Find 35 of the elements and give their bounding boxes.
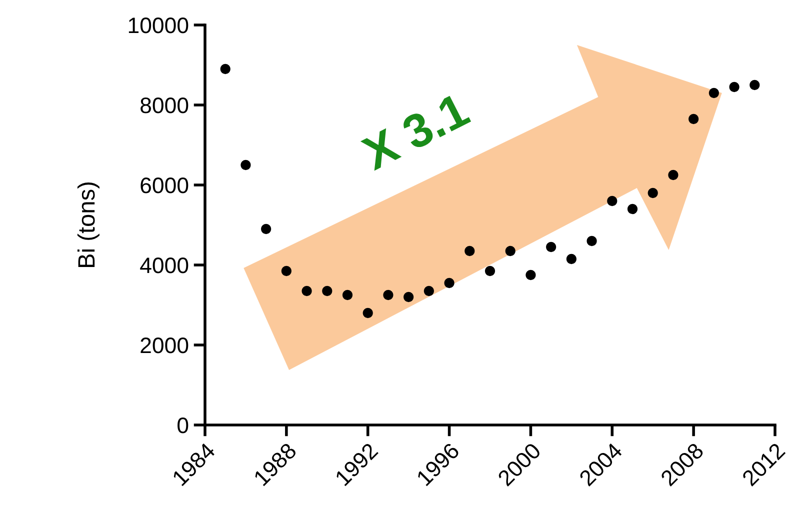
point — [383, 290, 394, 300]
y-tick-label: 10000 — [128, 18, 188, 34]
y-tick-label: 8000 — [140, 98, 188, 114]
y-axis-title: Bi (tons) — [77, 182, 100, 268]
point — [281, 266, 292, 276]
point — [220, 64, 230, 74]
point — [607, 196, 618, 206]
point — [586, 236, 597, 246]
y-tick-label: 4000 — [140, 258, 188, 274]
y-tick-label: 6000 — [140, 178, 188, 194]
y-tick-label: 0 — [178, 418, 188, 434]
point — [546, 242, 556, 252]
point — [322, 286, 332, 296]
point — [648, 188, 658, 198]
point — [750, 80, 760, 90]
point — [444, 278, 454, 288]
point — [362, 308, 373, 318]
point — [240, 160, 251, 170]
point — [505, 246, 516, 256]
point — [729, 82, 740, 92]
point — [403, 292, 414, 302]
point — [566, 254, 577, 264]
point — [302, 286, 312, 296]
point — [526, 270, 536, 280]
point — [627, 204, 638, 214]
point — [424, 286, 434, 296]
point — [464, 246, 475, 256]
point — [708, 88, 720, 98]
point — [688, 114, 699, 124]
point — [484, 266, 496, 276]
annotation: X 3.1 — [359, 92, 472, 172]
point — [668, 170, 678, 180]
point — [342, 290, 353, 300]
y-tick-label: 2000 — [140, 338, 188, 354]
point — [260, 224, 272, 234]
